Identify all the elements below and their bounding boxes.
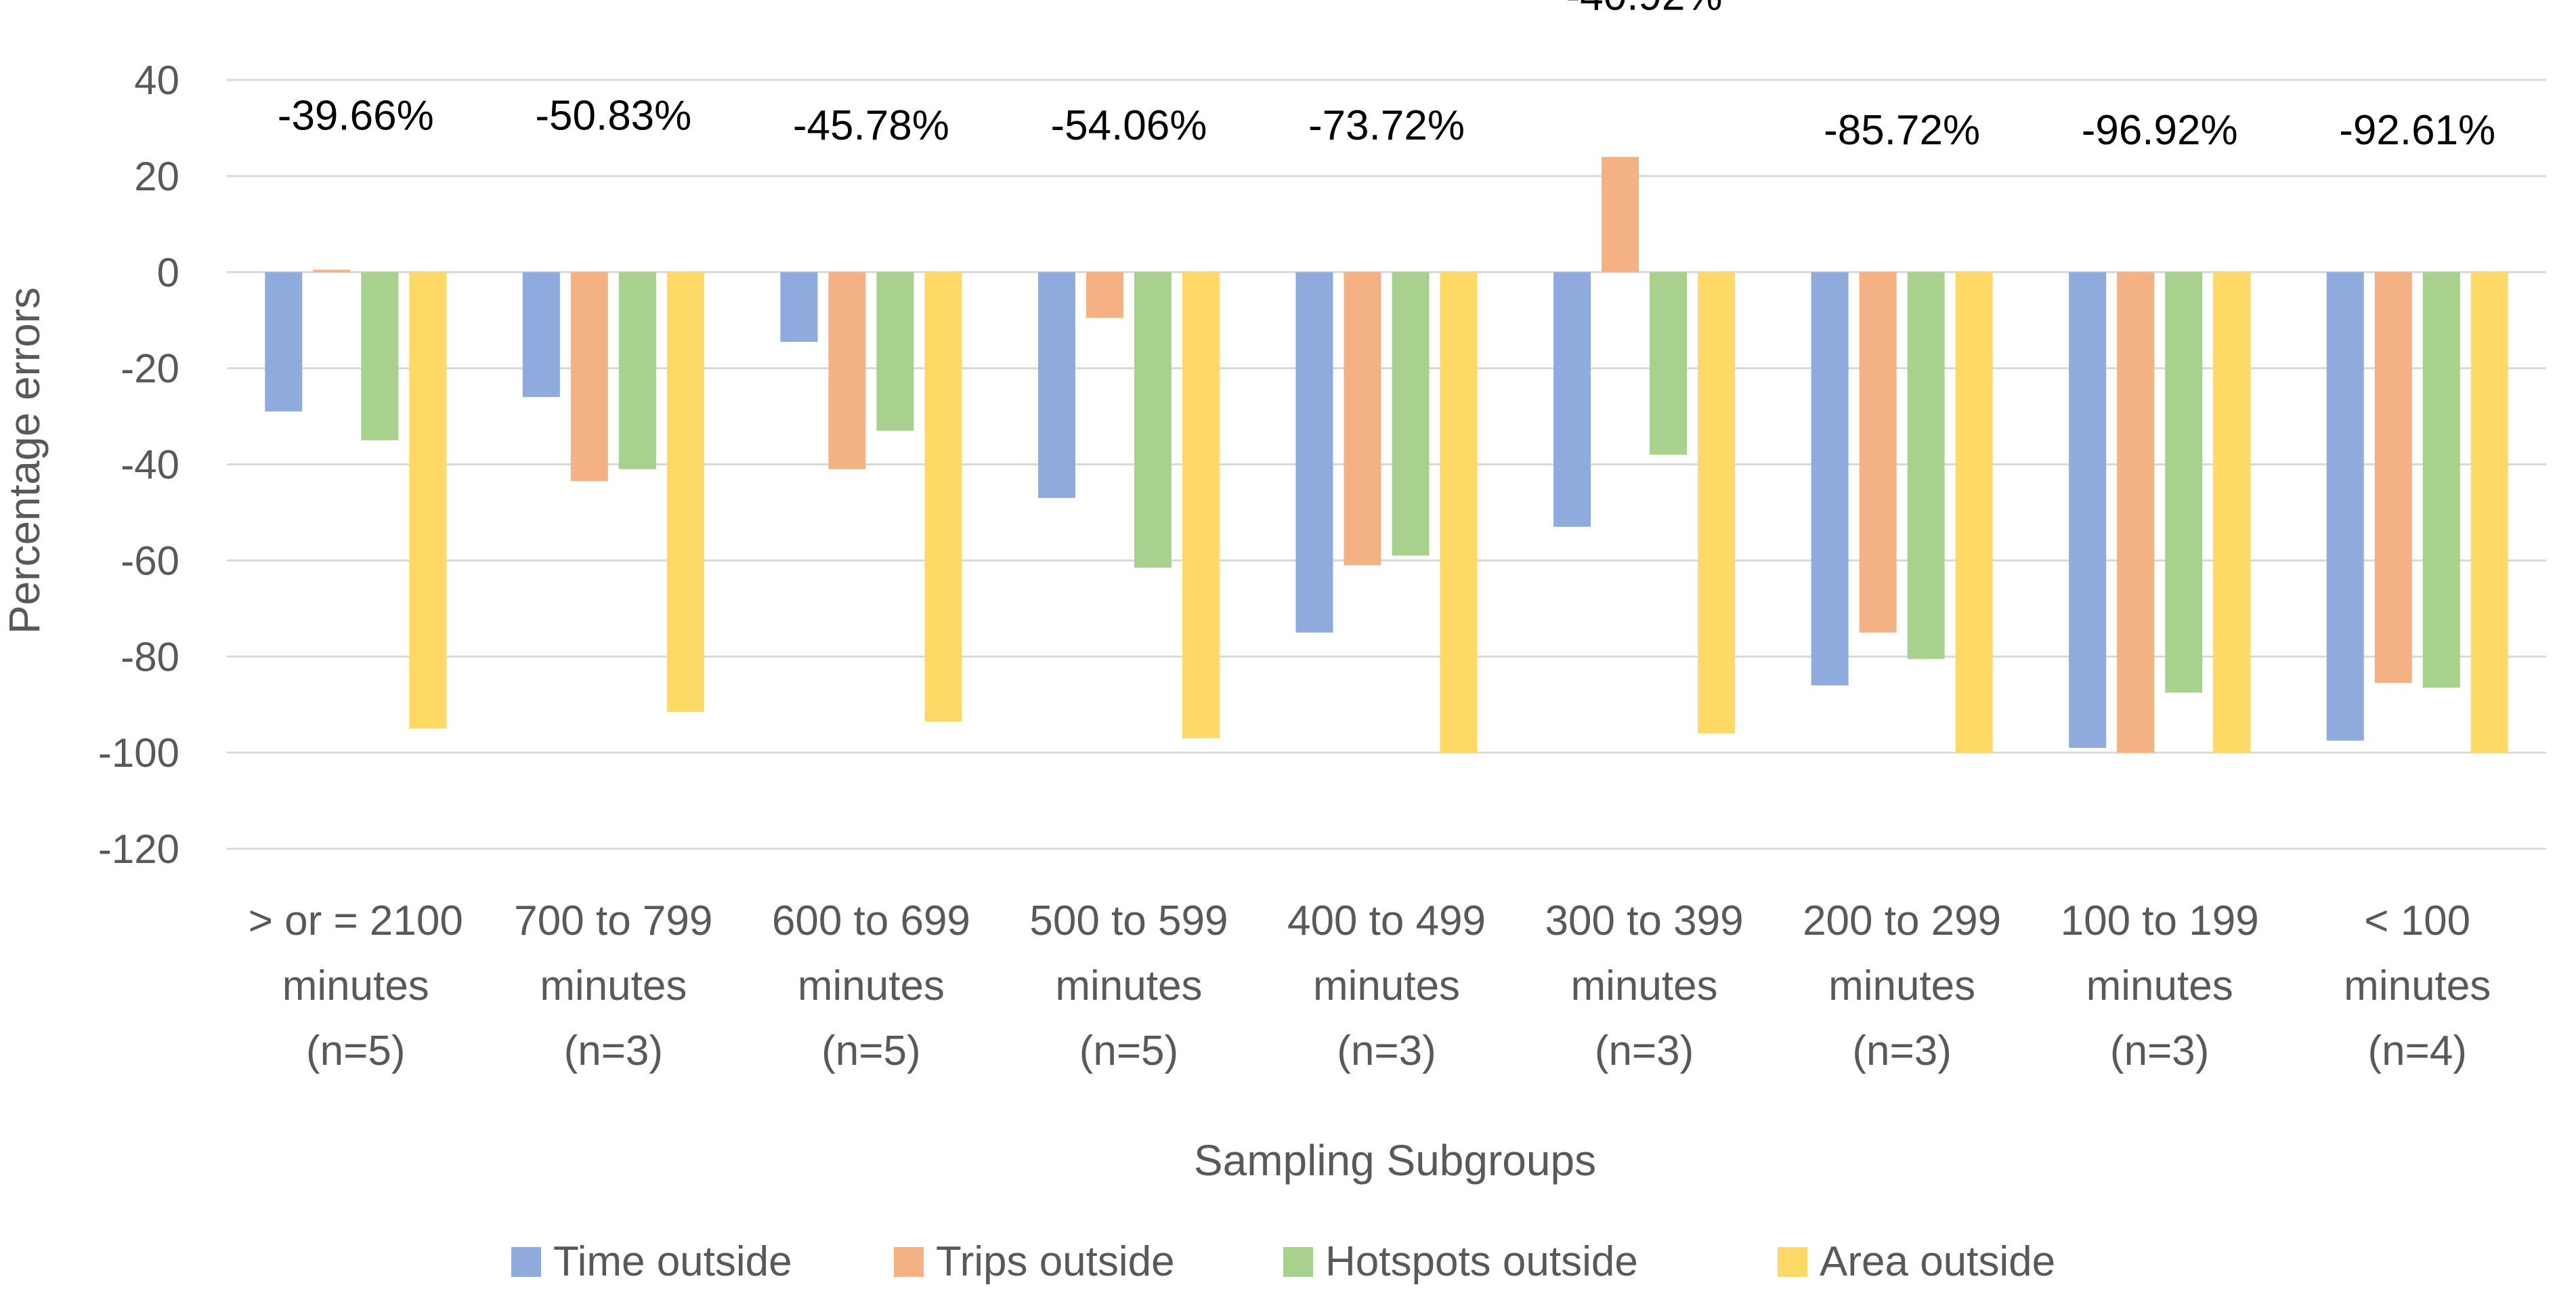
bar-hotspots-outside bbox=[2165, 272, 2203, 693]
x-tick-label: minutes bbox=[798, 963, 945, 1009]
x-tick-label: 300 to 399 bbox=[1545, 898, 1744, 944]
legend-label: Area outside bbox=[1820, 1238, 2055, 1285]
x-tick-label: (n=3) bbox=[564, 1028, 663, 1074]
y-tick-label: -100 bbox=[98, 730, 179, 776]
x-tick-label: > or = 2100 bbox=[249, 898, 463, 944]
bar-time-outside bbox=[265, 272, 303, 412]
bar-hotspots-outside bbox=[876, 272, 914, 431]
x-tick-label: (n=5) bbox=[1079, 1028, 1178, 1074]
x-tick-label: 400 to 499 bbox=[1287, 898, 1486, 944]
x-tick-label: minutes bbox=[2344, 963, 2491, 1009]
gridlines bbox=[227, 79, 2546, 850]
legend-swatch bbox=[894, 1247, 924, 1277]
annotation-label: -50.83% bbox=[535, 93, 691, 140]
x-tick-label: (n=5) bbox=[306, 1028, 405, 1074]
bar-time-outside bbox=[522, 272, 560, 398]
annotation-label: -92.61% bbox=[2339, 107, 2495, 154]
x-tick-labels: > or = 2100 minutes (n=5) 700 to 799 minutes… bbox=[249, 898, 2491, 1074]
bar-area-outside bbox=[1182, 272, 1220, 738]
bar-area-outside bbox=[924, 272, 962, 722]
legend-swatch bbox=[1283, 1247, 1313, 1277]
legend-swatch bbox=[1778, 1247, 1807, 1277]
bar-hotspots-outside bbox=[1134, 272, 1172, 568]
bar-area-outside bbox=[1440, 272, 1478, 753]
bar-hotspots-outside bbox=[361, 272, 399, 441]
x-tick-label: (n=3) bbox=[1852, 1028, 1951, 1074]
bar-time-outside bbox=[2069, 272, 2107, 749]
annotation-label: -39.66% bbox=[278, 93, 434, 140]
y-tick-label: -80 bbox=[121, 634, 179, 679]
bar-trips-outside bbox=[1602, 156, 1639, 272]
bar-trips-outside bbox=[1086, 272, 1123, 318]
legend-swatch bbox=[511, 1247, 541, 1277]
bars bbox=[265, 156, 2508, 753]
bar-trips-outside bbox=[2117, 272, 2155, 753]
x-tick-label: minutes bbox=[2086, 963, 2233, 1009]
annotation-label: -73.72% bbox=[1308, 102, 1465, 149]
x-tick-label: 500 to 599 bbox=[1029, 898, 1228, 944]
bar-trips-outside bbox=[828, 272, 866, 469]
x-tick-label: (n=4) bbox=[2367, 1028, 2466, 1074]
bar-time-outside bbox=[1037, 272, 1075, 499]
bar-time-outside bbox=[2326, 272, 2364, 741]
bar-time-outside bbox=[780, 272, 818, 342]
y-tick-label: 40 bbox=[134, 58, 179, 103]
y-tick-label: -120 bbox=[98, 826, 179, 872]
y-tick-label: -40 bbox=[121, 442, 179, 488]
y-tick-label: 20 bbox=[134, 154, 179, 199]
bar-trips-outside bbox=[313, 270, 351, 272]
x-tick-label: minutes bbox=[282, 963, 429, 1009]
bar-area-outside bbox=[1698, 272, 1736, 734]
bar-area-outside bbox=[2470, 272, 2508, 753]
bar-hotspots-outside bbox=[1650, 272, 1688, 455]
x-tick-label: minutes bbox=[1828, 963, 1975, 1009]
bar-hotspots-outside bbox=[1907, 272, 1945, 659]
y-tick-label: -60 bbox=[121, 538, 179, 583]
y-axis-title: Percentage errors bbox=[0, 287, 49, 634]
x-tick-label: (n=3) bbox=[1337, 1028, 1436, 1074]
x-tick-label: (n=5) bbox=[821, 1028, 920, 1074]
bar-hotspots-outside bbox=[2422, 272, 2460, 688]
y-tick-labels: 40 20 0 -20 -40 -60 -80 -100 -120 bbox=[98, 58, 179, 872]
bar-time-outside bbox=[1553, 272, 1591, 527]
x-tick-label: 100 to 199 bbox=[2061, 898, 2259, 944]
bar-area-outside bbox=[1955, 272, 1993, 753]
bar-area-outside bbox=[2213, 272, 2251, 753]
annotation-label: -85.72% bbox=[1824, 107, 1980, 154]
annotation-label: -40.92% bbox=[1566, 0, 1723, 19]
x-tick-label: minutes bbox=[1571, 963, 1718, 1009]
bar-time-outside bbox=[1811, 272, 1849, 686]
bar-area-outside bbox=[666, 272, 704, 712]
bar-trips-outside bbox=[1344, 272, 1381, 566]
bar-time-outside bbox=[1295, 272, 1333, 633]
x-axis-title: Sampling Subgroups bbox=[1194, 1136, 1596, 1185]
x-tick-label: (n=3) bbox=[2110, 1028, 2209, 1074]
x-tick-label: 600 to 699 bbox=[772, 898, 970, 944]
y-tick-label: -20 bbox=[121, 346, 179, 392]
legend-label: Trips outside bbox=[936, 1238, 1175, 1285]
annotations: -39.66% -50.83% -45.78% -54.06% -73.72% -40.9… bbox=[278, 0, 2495, 154]
bar-hotspots-outside bbox=[1392, 272, 1430, 556]
bar-hotspots-outside bbox=[618, 272, 656, 469]
bar-trips-outside bbox=[2374, 272, 2412, 683]
legend-label: Time outside bbox=[553, 1238, 792, 1285]
x-tick-label: minutes bbox=[1313, 963, 1460, 1009]
annotation-label: -45.78% bbox=[793, 102, 949, 149]
x-tick-label: (n=3) bbox=[1595, 1028, 1694, 1074]
y-tick-label: 0 bbox=[157, 250, 179, 295]
x-tick-label: 700 to 799 bbox=[514, 898, 712, 944]
x-tick-label: < 100 bbox=[2364, 898, 2470, 944]
legend-label: Hotspots outside bbox=[1325, 1238, 1638, 1285]
annotation-label: -96.92% bbox=[2082, 107, 2238, 154]
bar-trips-outside bbox=[570, 272, 608, 482]
bar-area-outside bbox=[409, 272, 447, 729]
x-tick-label: minutes bbox=[540, 963, 687, 1009]
bar-trips-outside bbox=[1859, 272, 1897, 633]
legend: Time outside Trips outside Hotspots outsid… bbox=[511, 1238, 2055, 1285]
annotation-label: -54.06% bbox=[1050, 102, 1207, 149]
x-tick-label: 200 to 299 bbox=[1803, 898, 2001, 944]
x-tick-label: minutes bbox=[1055, 963, 1202, 1009]
